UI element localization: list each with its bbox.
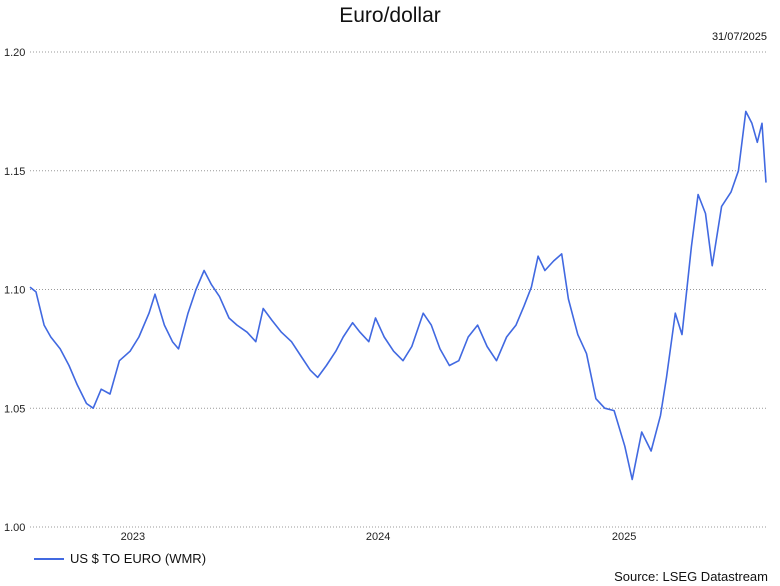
y-tick-label: 1.15	[4, 166, 25, 178]
x-tick-label: 2025	[612, 531, 636, 543]
legend-swatch	[34, 557, 64, 560]
x-axis-labels: 2023 2024 2025	[121, 531, 637, 543]
y-tick-label: 1.00	[4, 522, 25, 534]
source-note: Source: LSEG Datastream	[614, 569, 768, 584]
x-tick-label: 2023	[121, 531, 145, 543]
series-line-0	[29, 110, 767, 481]
gridlines	[30, 51, 766, 528]
y-axis-labels: 1.20 1.15 1.10 1.05 1.00	[4, 47, 25, 534]
y-tick-label: 1.10	[4, 285, 25, 297]
series-lines	[29, 110, 767, 481]
legend: US $ TO EURO (WMR)	[34, 551, 206, 566]
date-label: 31/07/2025	[711, 31, 767, 43]
y-tick-label: 1.05	[4, 403, 25, 415]
chart-title: Euro/dollar	[339, 4, 441, 27]
x-tick-label: 2024	[366, 531, 390, 543]
y-tick-label: 1.20	[4, 47, 25, 59]
legend-label: US $ TO EURO (WMR)	[70, 551, 207, 566]
